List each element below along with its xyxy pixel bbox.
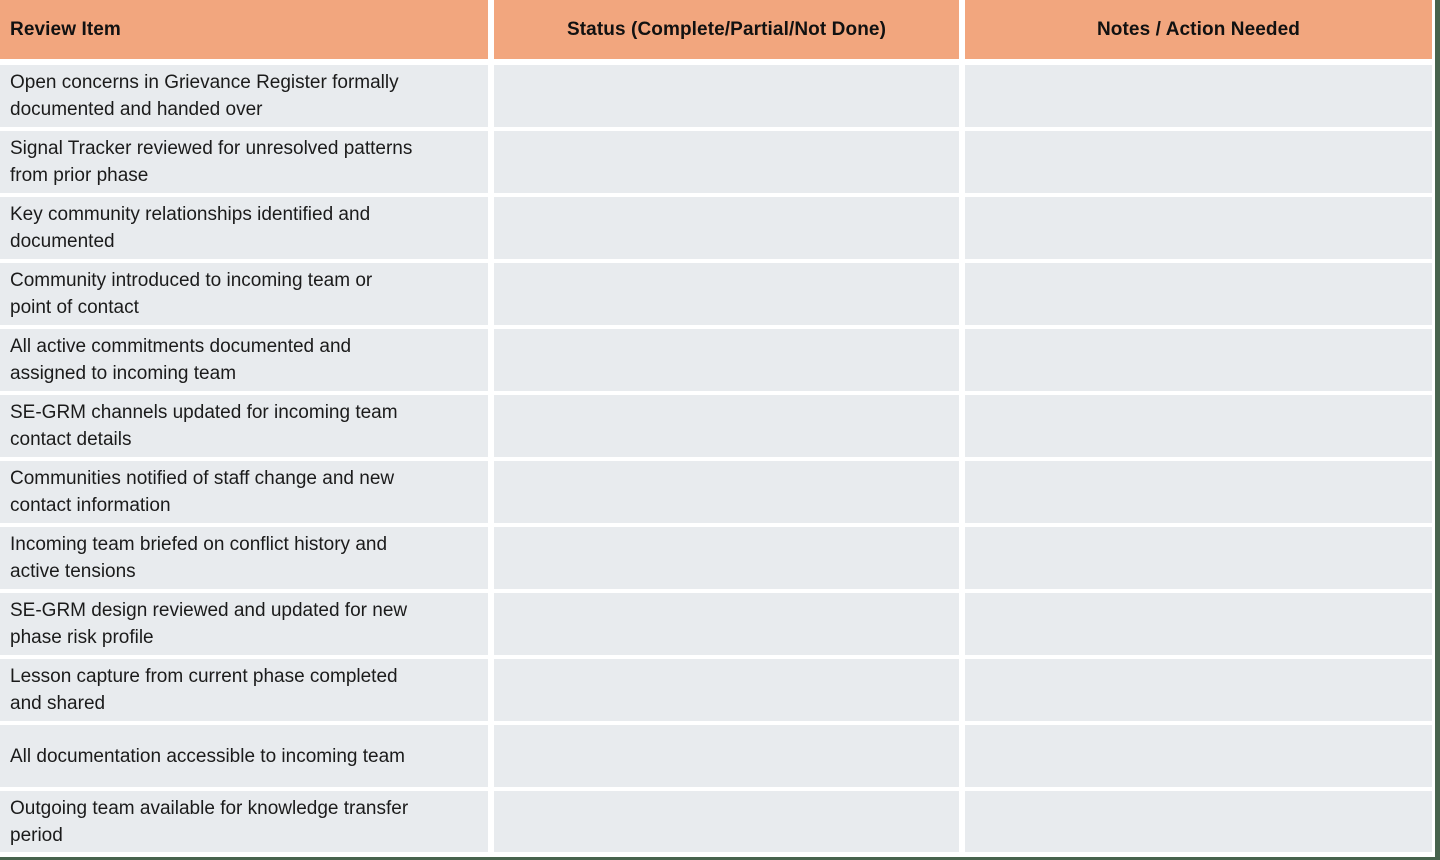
notes-cell[interactable]	[965, 527, 1435, 593]
table-row: SE-GRM channels updated for incoming tea…	[0, 395, 1435, 461]
review-item-cell: Outgoing team available for knowledge tr…	[0, 791, 494, 857]
notes-cell[interactable]	[965, 395, 1435, 461]
status-cell[interactable]	[494, 593, 965, 659]
notes-cell[interactable]	[965, 263, 1435, 329]
status-cell[interactable]	[494, 527, 965, 593]
review-item-cell: SE-GRM channels updated for incoming tea…	[0, 395, 494, 461]
notes-cell[interactable]	[965, 461, 1435, 527]
table-row: Lesson capture from current phase comple…	[0, 659, 1435, 725]
header-row: Review Item Status (Complete/Partial/Not…	[0, 0, 1435, 65]
status-cell[interactable]	[494, 791, 965, 857]
status-cell[interactable]	[494, 263, 965, 329]
review-item-cell: Lesson capture from current phase comple…	[0, 659, 494, 725]
status-cell[interactable]	[494, 131, 965, 197]
review-item-cell: Signal Tracker reviewed for unresolved p…	[0, 131, 494, 197]
status-cell[interactable]	[494, 329, 965, 395]
table-row: All active commitments documented and as…	[0, 329, 1435, 395]
review-item-cell: SE-GRM design reviewed and updated for n…	[0, 593, 494, 659]
notes-cell[interactable]	[965, 329, 1435, 395]
review-item-cell: Open concerns in Grievance Register form…	[0, 65, 494, 131]
table-row: Community introduced to incoming team or…	[0, 263, 1435, 329]
notes-cell[interactable]	[965, 593, 1435, 659]
notes-cell[interactable]	[965, 197, 1435, 263]
notes-cell[interactable]	[965, 65, 1435, 131]
table-row: SE-GRM design reviewed and updated for n…	[0, 593, 1435, 659]
table-row: Signal Tracker reviewed for unresolved p…	[0, 131, 1435, 197]
status-cell[interactable]	[494, 725, 965, 791]
review-item-cell: Key community relationships identified a…	[0, 197, 494, 263]
status-cell[interactable]	[494, 395, 965, 461]
notes-cell[interactable]	[965, 131, 1435, 197]
review-item-cell: Communities notified of staff change and…	[0, 461, 494, 527]
col-header-review-item: Review Item	[0, 0, 494, 65]
table-row: Outgoing team available for knowledge tr…	[0, 791, 1435, 857]
table-body: Open concerns in Grievance Register form…	[0, 65, 1435, 857]
review-item-cell: All active commitments documented and as…	[0, 329, 494, 395]
table-row: All documentation accessible to incoming…	[0, 725, 1435, 791]
status-cell[interactable]	[494, 65, 965, 131]
notes-cell[interactable]	[965, 791, 1435, 857]
col-header-notes: Notes / Action Needed	[965, 0, 1435, 65]
table-row: Key community relationships identified a…	[0, 197, 1435, 263]
status-cell[interactable]	[494, 197, 965, 263]
review-item-cell: All documentation accessible to incoming…	[0, 725, 494, 791]
table-row: Open concerns in Grievance Register form…	[0, 65, 1435, 131]
review-item-cell: Community introduced to incoming team or…	[0, 263, 494, 329]
col-header-status: Status (Complete/Partial/Not Done)	[494, 0, 965, 65]
status-cell[interactable]	[494, 659, 965, 725]
notes-cell[interactable]	[965, 725, 1435, 791]
table-row: Incoming team briefed on conflict histor…	[0, 527, 1435, 593]
status-cell[interactable]	[494, 461, 965, 527]
review-item-cell: Incoming team briefed on conflict histor…	[0, 527, 494, 593]
table-row: Communities notified of staff change and…	[0, 461, 1435, 527]
table-header: Review Item Status (Complete/Partial/Not…	[0, 0, 1435, 65]
notes-cell[interactable]	[965, 659, 1435, 725]
